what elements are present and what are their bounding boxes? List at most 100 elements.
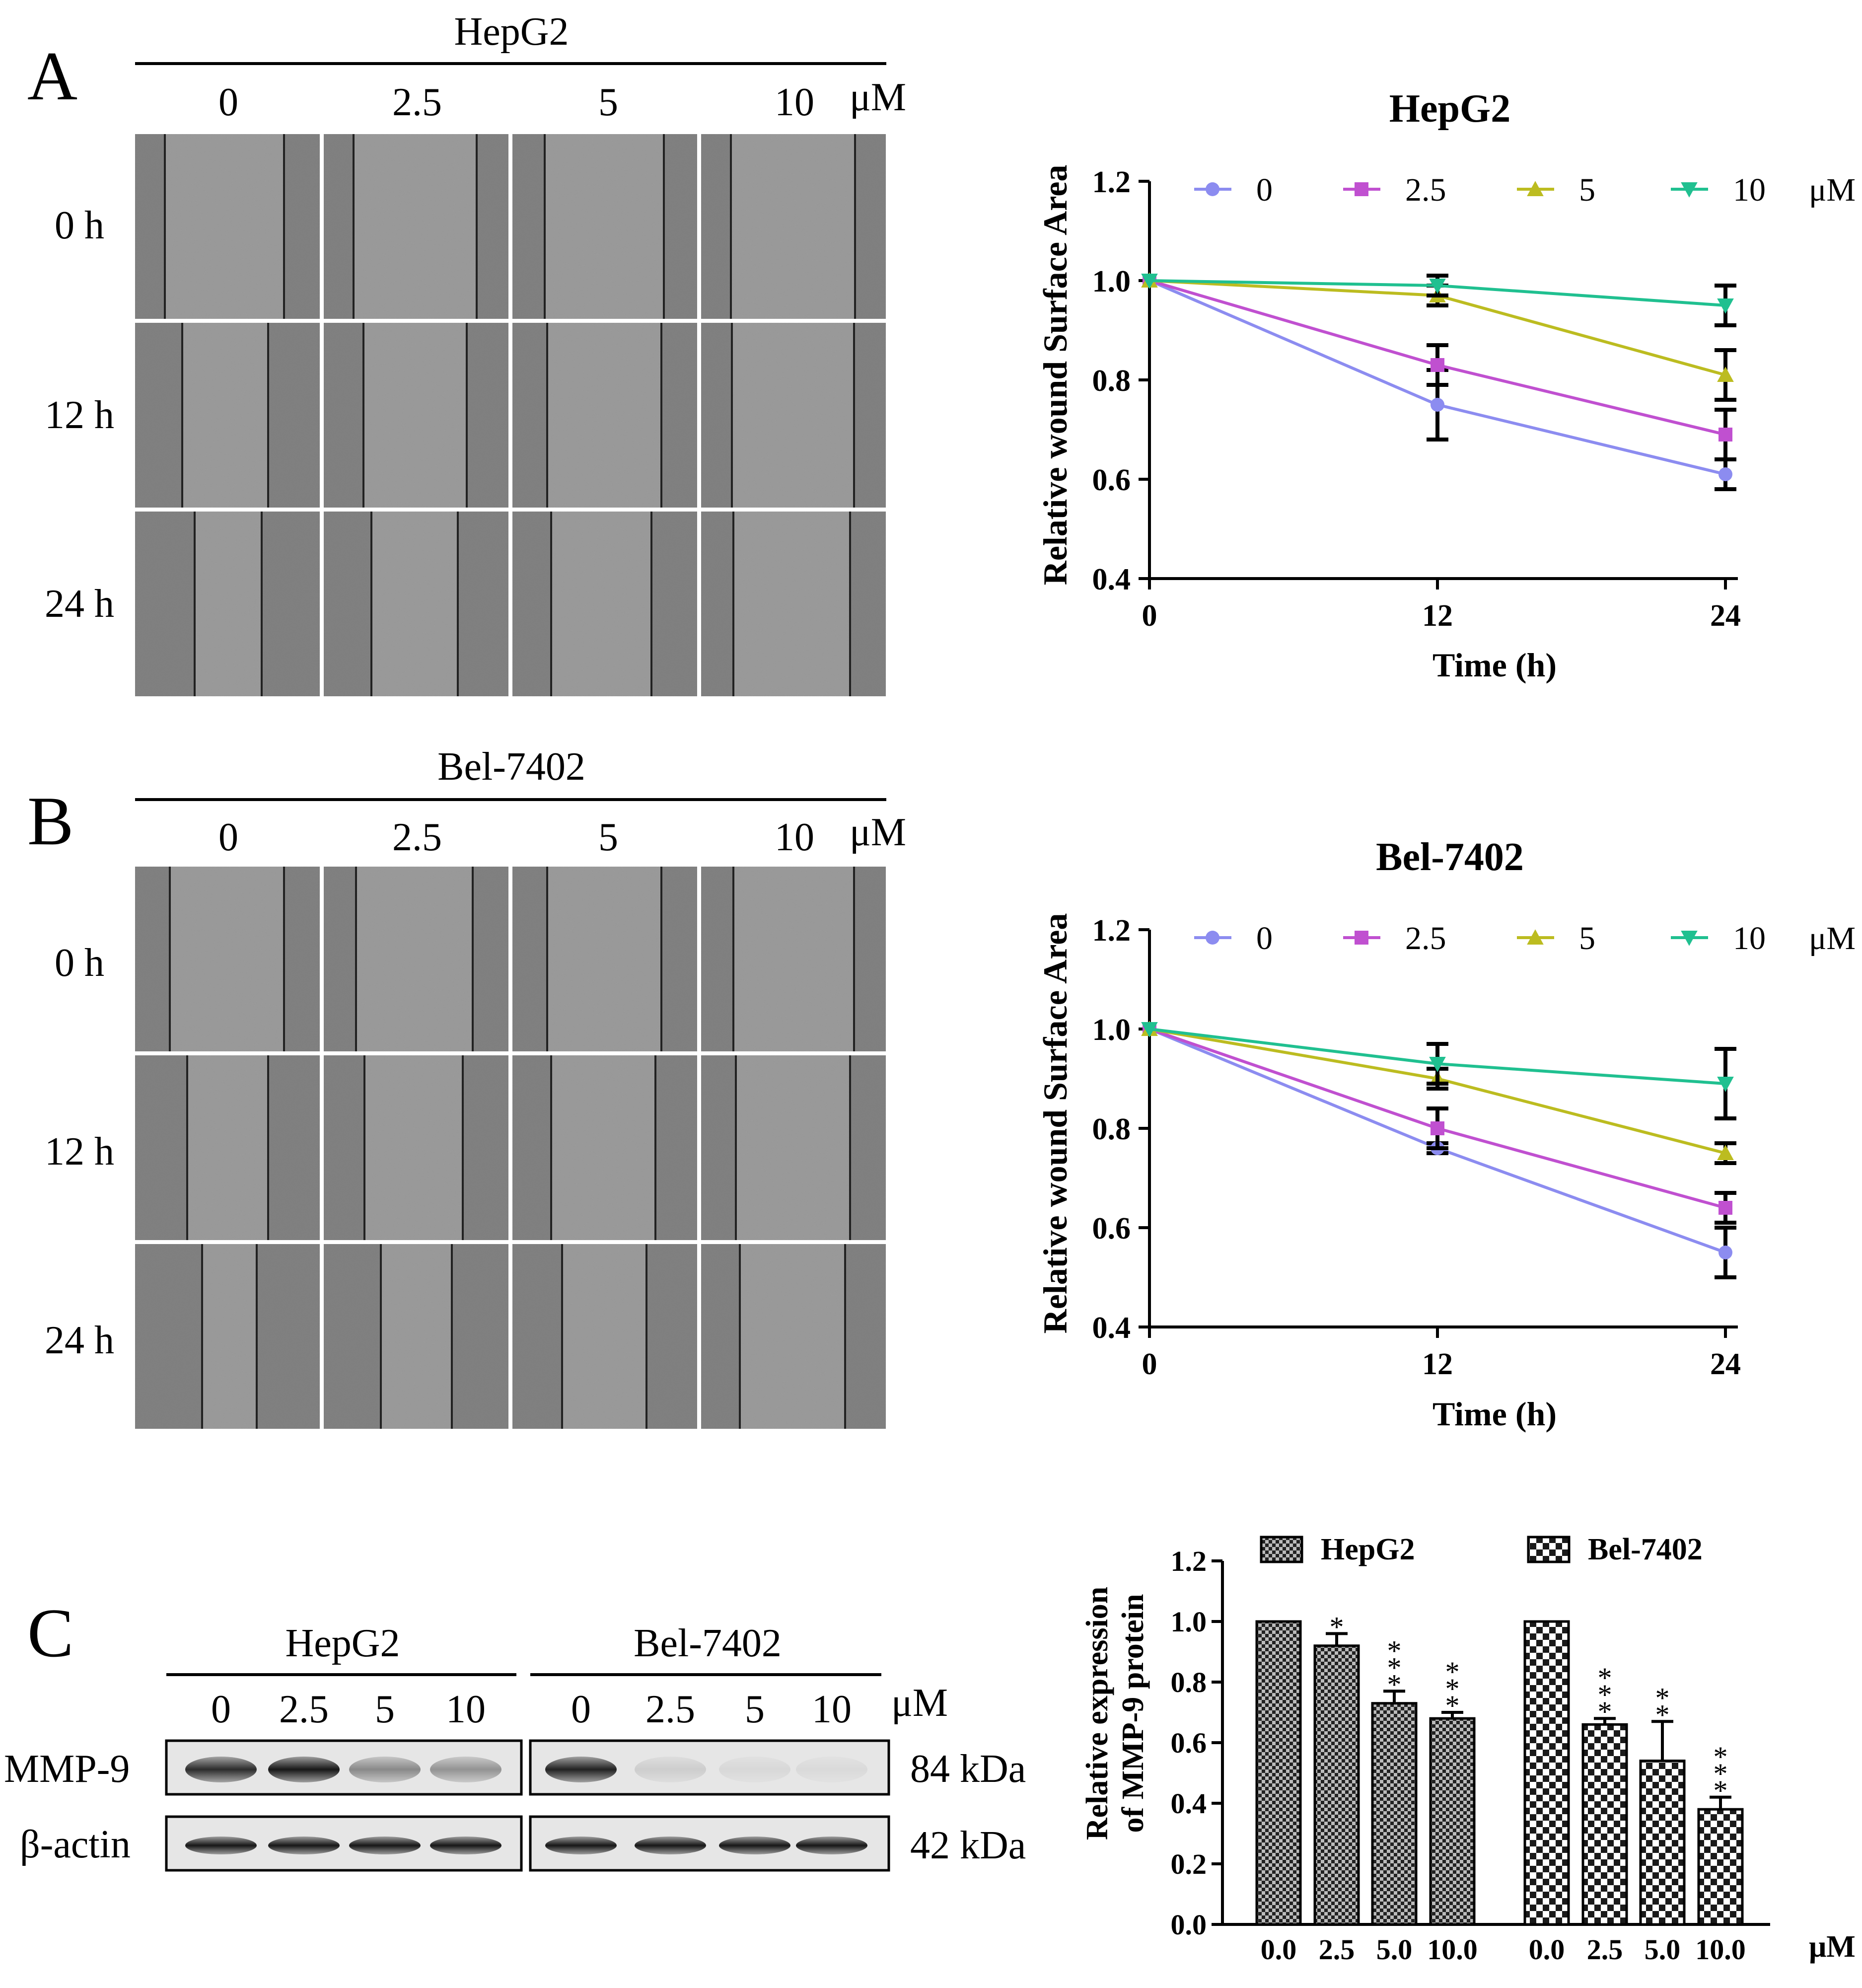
panel-b-cell-r2-c3 bbox=[701, 1244, 886, 1429]
panel-a-cell-r0-c2 bbox=[512, 134, 697, 319]
bar-y-tick-label: 0.0 bbox=[1171, 1909, 1207, 1941]
blot-strip bbox=[529, 1815, 890, 1872]
legend-item-10: 10 bbox=[1671, 172, 1766, 208]
micrograph-texture bbox=[512, 1055, 697, 1240]
micrograph-texture bbox=[512, 1244, 697, 1429]
significance-star: * bbox=[1655, 1698, 1670, 1731]
panel-b-cell-r1-c3 bbox=[701, 1055, 886, 1240]
bar bbox=[1429, 1717, 1476, 1926]
data-point bbox=[1717, 367, 1734, 382]
chart-bel7402-title: Bel-7402 bbox=[1376, 835, 1524, 879]
bar-y-tick-label: 1.0 bbox=[1171, 1606, 1207, 1638]
blot-size-mmp9: 84 kDa bbox=[910, 1747, 1026, 1791]
legend-unit: μM bbox=[1809, 920, 1856, 957]
panel-b-cell-r0-c3 bbox=[701, 867, 886, 1051]
bar-y-tick-label: 0.8 bbox=[1171, 1666, 1207, 1698]
blot-band bbox=[430, 1837, 501, 1854]
bar-category-label: 5.0 bbox=[1376, 1933, 1413, 1966]
bar bbox=[1697, 1808, 1744, 1926]
significance-star: * bbox=[1598, 1679, 1612, 1711]
panel-b-cell-r0-c2 bbox=[512, 867, 697, 1051]
panel-b-cell-r2-c2 bbox=[512, 1244, 697, 1429]
blot-lane-hepg2: 10 bbox=[446, 1688, 486, 1731]
data-point bbox=[1141, 274, 1158, 289]
panel-a-conc-2-5: 2.5 bbox=[392, 80, 442, 124]
significance-star: * bbox=[1445, 1673, 1460, 1705]
micrograph-texture bbox=[701, 1244, 886, 1429]
bar-legend-label: Bel-7402 bbox=[1588, 1533, 1703, 1566]
bar-legend-Bel-7402: Bel-7402 bbox=[1527, 1533, 1703, 1566]
significance-marker: *** bbox=[1387, 1634, 1402, 1700]
panel-b-cell-line: Bel-7402 bbox=[437, 745, 585, 789]
legend-item-5: 5 bbox=[1517, 920, 1595, 957]
significance-marker: *** bbox=[1445, 1656, 1460, 1722]
panel-b-cell-r2-c1 bbox=[324, 1244, 508, 1429]
micrograph-texture bbox=[701, 1055, 886, 1240]
blot-band bbox=[545, 1837, 617, 1854]
blot-band bbox=[268, 1757, 340, 1782]
panel-c-letter: C bbox=[27, 1595, 73, 1672]
legend-item-10: 10 bbox=[1671, 920, 1766, 957]
data-point bbox=[1717, 298, 1734, 314]
significance-star: * bbox=[1714, 1774, 1728, 1807]
bar-group-Bel-7402: 0.0***2.5**5.0***10.0 bbox=[1523, 1620, 1746, 1966]
chart-hepg2-ylabel: Relative wound Surface Area bbox=[1036, 165, 1074, 586]
legend-label: 10 bbox=[1733, 172, 1766, 208]
panel-b-cell-r0-c1 bbox=[324, 867, 508, 1051]
blot-size-beta-actin: 42 kDa bbox=[910, 1824, 1026, 1867]
panel-a-cell-r2-c1 bbox=[324, 512, 508, 696]
significance-star: * bbox=[1445, 1656, 1460, 1688]
legend-label: 10 bbox=[1733, 920, 1766, 957]
x-tick-label: 0 bbox=[1142, 1347, 1157, 1381]
data-point bbox=[1141, 1022, 1158, 1037]
micrograph-texture bbox=[324, 323, 508, 508]
panel-a-cell-line: HepG2 bbox=[454, 10, 569, 54]
micrograph-texture bbox=[135, 1244, 320, 1429]
bar-legend-swatch bbox=[1527, 1536, 1571, 1563]
significance-marker: ** bbox=[1655, 1682, 1670, 1731]
significance-star: * bbox=[1655, 1682, 1670, 1714]
chart-bel7402-plot-area: 0.4 0.6 0.8 1.0 1.2 0 12 24 0 2.5 5 10 μM bbox=[1092, 914, 1856, 1381]
blot-lane-bel7402: 5 bbox=[745, 1688, 765, 1731]
y-tick-label: 0.8 bbox=[1092, 1112, 1131, 1146]
significance-marker: *** bbox=[1598, 1662, 1612, 1728]
panel-a-conc-10: 10 bbox=[775, 80, 814, 124]
chart-hepg2-title: HepG2 bbox=[1389, 87, 1510, 131]
micrograph-texture bbox=[135, 323, 320, 508]
legend-label: 2.5 bbox=[1405, 172, 1446, 208]
panel-a-time-0h: 0 h bbox=[55, 204, 104, 247]
x-tick-label: 12 bbox=[1422, 1347, 1453, 1381]
significance-star: * bbox=[1714, 1741, 1728, 1773]
legend-label: 5 bbox=[1579, 920, 1595, 957]
blot-band bbox=[349, 1837, 421, 1854]
significance-star: * bbox=[1330, 1611, 1344, 1643]
y-tick-label: 1.0 bbox=[1092, 265, 1131, 298]
panel-b-cell-r1-c2 bbox=[512, 1055, 697, 1240]
significance-star: * bbox=[1387, 1651, 1402, 1684]
chart-hepg2-xlabel: Time (h) bbox=[1432, 646, 1557, 684]
bar-category-label: 5.0 bbox=[1645, 1933, 1681, 1966]
blot-group-hepg2: HepG2 bbox=[285, 1621, 400, 1665]
data-point bbox=[1717, 1077, 1734, 1092]
bar-error bbox=[1326, 1632, 1348, 1646]
legend-item-2.5: 2.5 bbox=[1343, 172, 1446, 208]
panel-b-conc-2-5: 2.5 bbox=[392, 815, 442, 859]
blot-strip bbox=[529, 1739, 890, 1796]
bar-y-tick-label: 0.6 bbox=[1171, 1727, 1207, 1759]
bar bbox=[1523, 1620, 1570, 1926]
bar-legend-swatch bbox=[1260, 1536, 1303, 1563]
panel-b-cell-r0-c0 bbox=[135, 867, 320, 1051]
micrograph-texture bbox=[701, 867, 886, 1051]
panel-b-cell-r1-c1 bbox=[324, 1055, 508, 1240]
panel-a-cell-r0-c0 bbox=[135, 134, 320, 319]
bar-error bbox=[1710, 1795, 1731, 1810]
data-point bbox=[1719, 1246, 1732, 1259]
data-point bbox=[1431, 1121, 1444, 1135]
bar bbox=[1581, 1723, 1628, 1926]
blot-strip bbox=[165, 1739, 523, 1796]
panel-a-letter: A bbox=[27, 38, 77, 115]
panel-a: A HepG2 0 2.5 5 10 μM 0 h 12 h 24 h bbox=[27, 10, 906, 696]
panel-a-cell-r1-c1 bbox=[324, 323, 508, 508]
x-tick-label: 24 bbox=[1710, 599, 1741, 633]
micrograph-texture bbox=[512, 323, 697, 508]
